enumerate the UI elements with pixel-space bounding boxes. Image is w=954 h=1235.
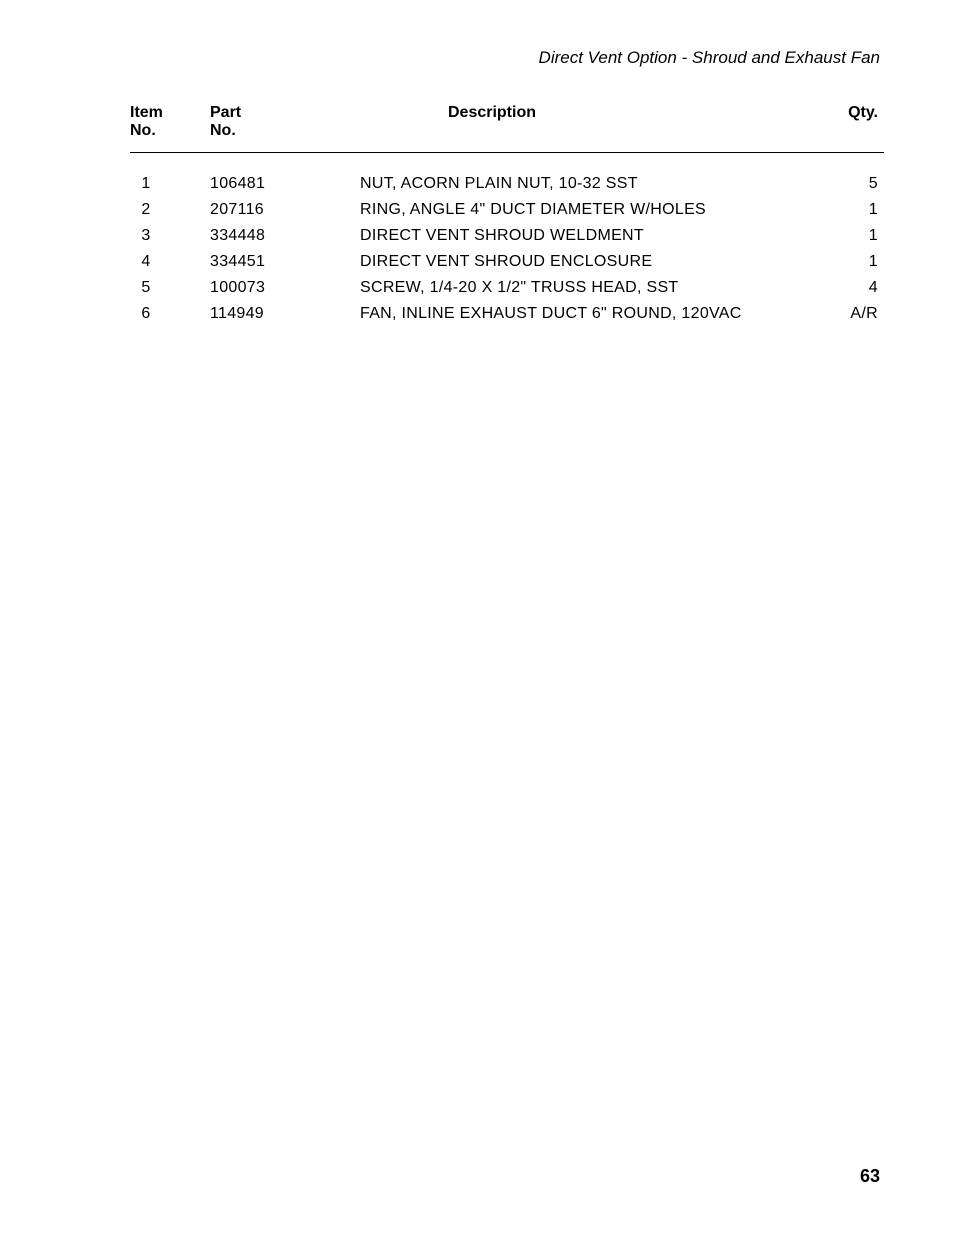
- cell-description: RING, ANGLE 4" DUCT DIAMETER W/HOLES: [360, 197, 824, 223]
- page-number: 63: [860, 1166, 880, 1187]
- col-header-item-line2: No.: [130, 122, 156, 139]
- cell-qty: 4: [824, 275, 884, 301]
- cell-qty: 1: [824, 223, 884, 249]
- cell-part: 114949: [210, 301, 360, 327]
- cell-qty: 1: [824, 249, 884, 275]
- cell-part: 106481: [210, 153, 360, 198]
- table-row: 4 334451 DIRECT VENT SHROUD ENCLOSURE 1: [130, 249, 884, 275]
- col-header-part-line1: Part: [210, 104, 241, 121]
- table-row: 1 106481 NUT, ACORN PLAIN NUT, 10-32 SST…: [130, 153, 884, 198]
- table-row: 6 114949 FAN, INLINE EXHAUST DUCT 6" ROU…: [130, 301, 884, 327]
- page-header-title: Direct Vent Option - Shroud and Exhaust …: [70, 48, 884, 68]
- col-header-item: ItemNo.: [130, 104, 210, 153]
- cell-part: 207116: [210, 197, 360, 223]
- table-body: 1 106481 NUT, ACORN PLAIN NUT, 10-32 SST…: [130, 153, 884, 328]
- table-row: 5 100073 SCREW, 1/4-20 X 1/2" TRUSS HEAD…: [130, 275, 884, 301]
- col-header-item-line1: Item: [130, 104, 163, 121]
- cell-description: SCREW, 1/4-20 X 1/2" TRUSS HEAD, SST: [360, 275, 824, 301]
- cell-item: 4: [130, 249, 210, 275]
- table-header-row: ItemNo. PartNo. Description Qty.: [130, 104, 884, 153]
- cell-description: DIRECT VENT SHROUD ENCLOSURE: [360, 249, 824, 275]
- cell-item: 5: [130, 275, 210, 301]
- cell-description: FAN, INLINE EXHAUST DUCT 6" ROUND, 120VA…: [360, 301, 824, 327]
- cell-item: 6: [130, 301, 210, 327]
- col-header-qty: Qty.: [824, 104, 884, 153]
- cell-item: 3: [130, 223, 210, 249]
- col-header-part: PartNo.: [210, 104, 360, 153]
- cell-qty: 5: [824, 153, 884, 198]
- col-header-part-line2: No.: [210, 122, 236, 139]
- cell-part: 334448: [210, 223, 360, 249]
- cell-part: 334451: [210, 249, 360, 275]
- parts-table: ItemNo. PartNo. Description Qty. 1 10648…: [130, 104, 884, 327]
- col-header-description: Description: [360, 104, 824, 153]
- cell-description: DIRECT VENT SHROUD WELDMENT: [360, 223, 824, 249]
- cell-qty: 1: [824, 197, 884, 223]
- cell-description: NUT, ACORN PLAIN NUT, 10-32 SST: [360, 153, 824, 198]
- table-row: 2 207116 RING, ANGLE 4" DUCT DIAMETER W/…: [130, 197, 884, 223]
- cell-qty: A/R: [824, 301, 884, 327]
- cell-item: 1: [130, 153, 210, 198]
- cell-item: 2: [130, 197, 210, 223]
- table-row: 3 334448 DIRECT VENT SHROUD WELDMENT 1: [130, 223, 884, 249]
- cell-part: 100073: [210, 275, 360, 301]
